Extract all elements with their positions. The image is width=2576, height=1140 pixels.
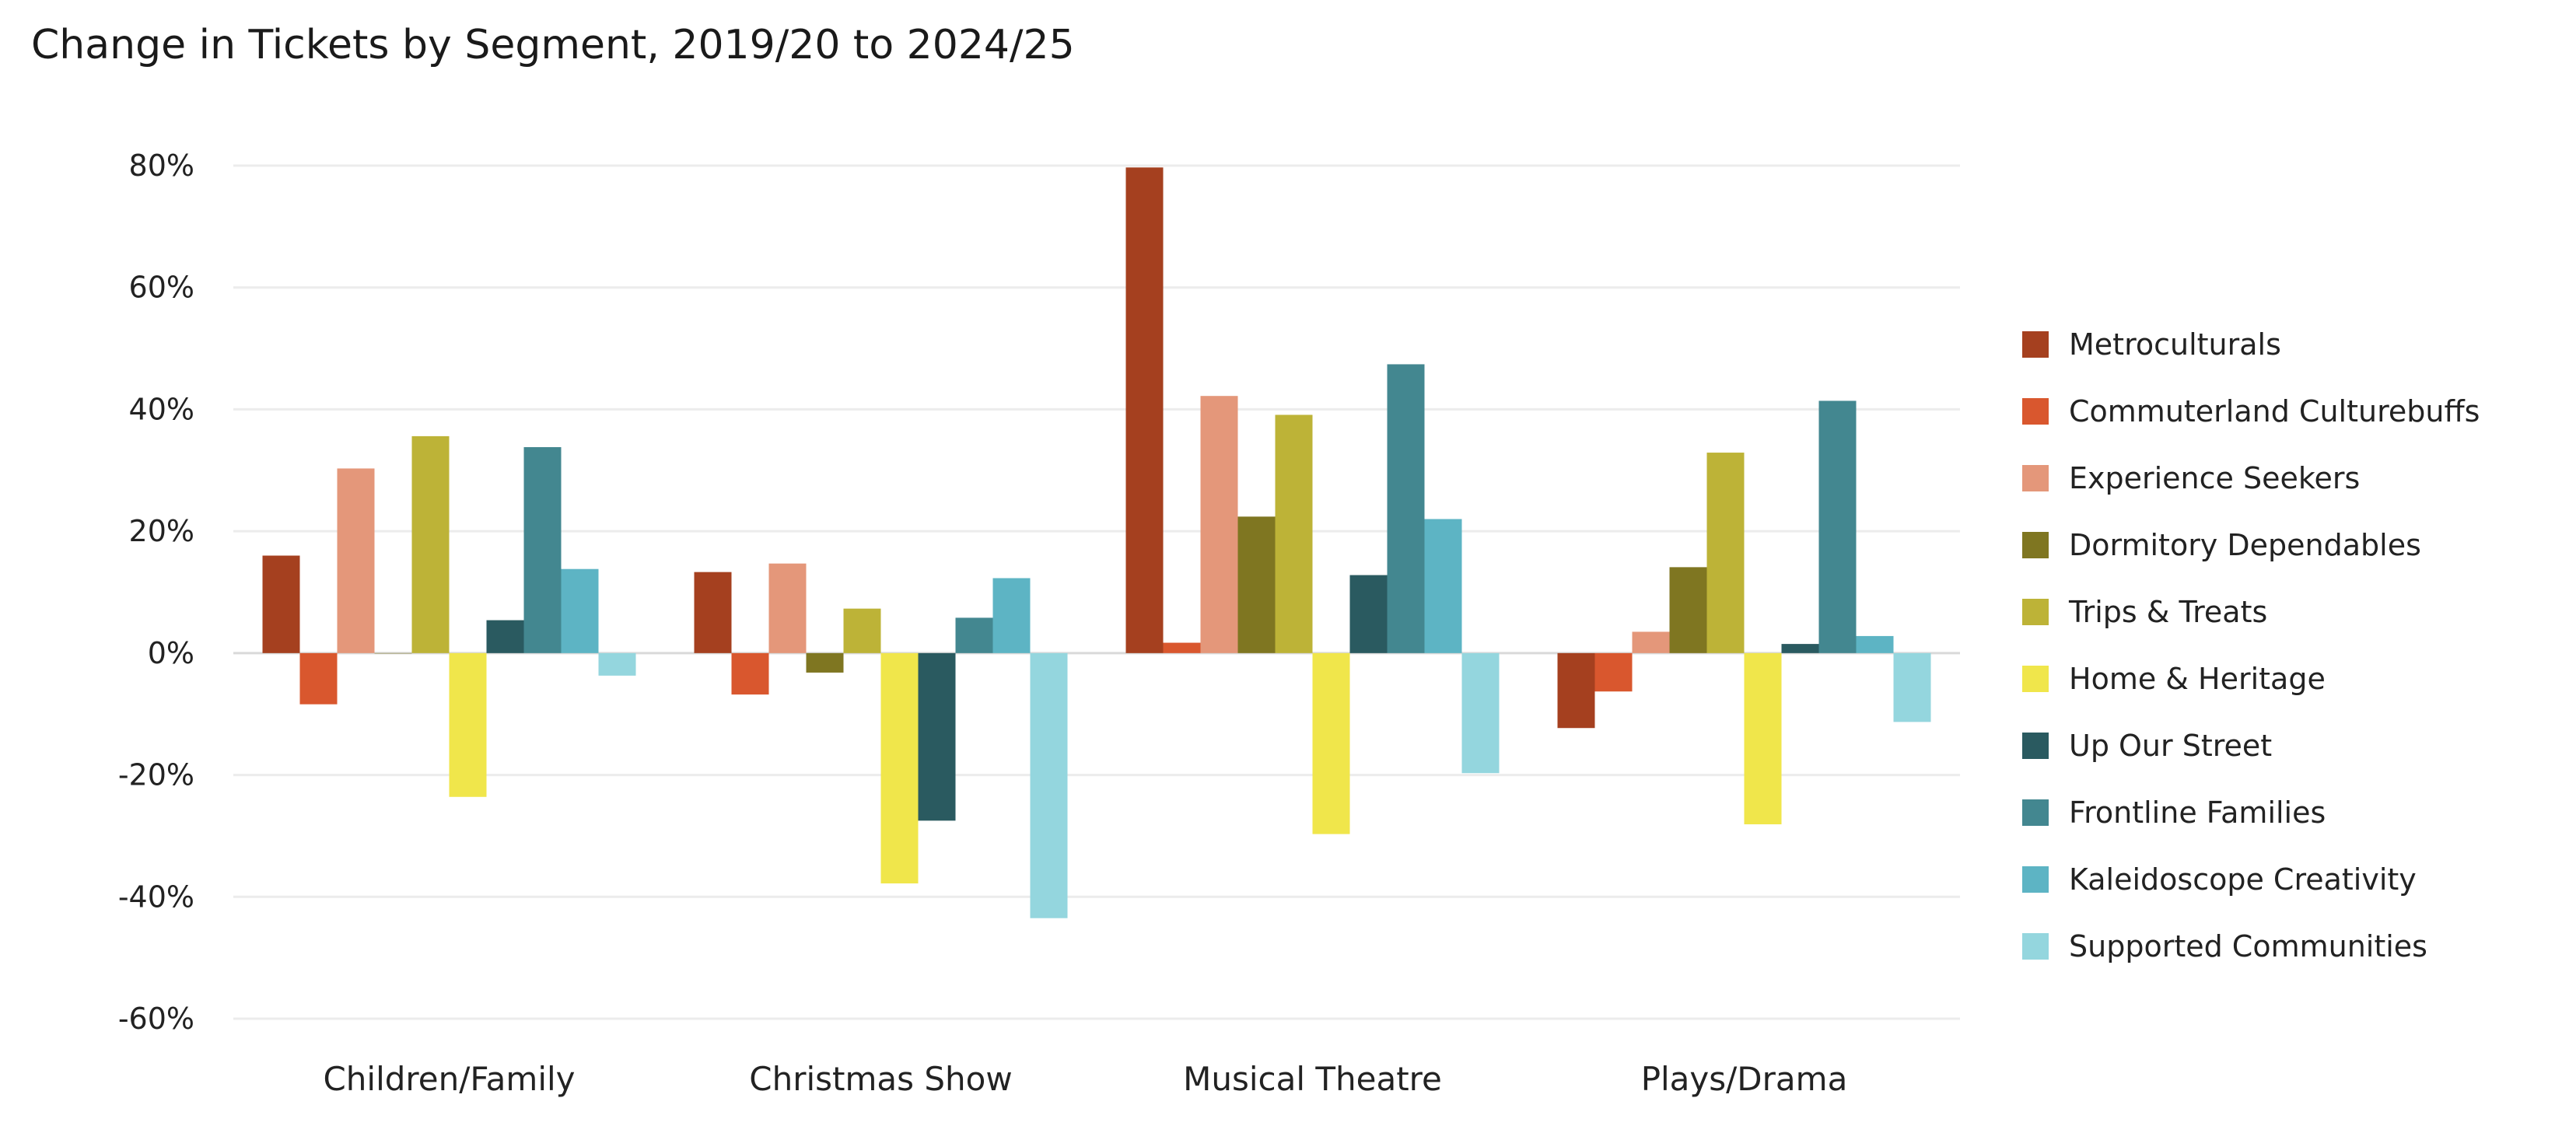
legend-label: Up Our Street xyxy=(2069,729,2272,763)
bar-commuterland-culturebuffs xyxy=(1163,642,1201,653)
bar-kaleidoscope-creativity xyxy=(1424,519,1462,653)
legend-swatch xyxy=(2022,465,2049,491)
legend-swatch xyxy=(2022,733,2049,759)
legend-label: Home & Heritage xyxy=(2069,662,2326,696)
y-tick-label: -40% xyxy=(118,879,194,914)
legend-swatch xyxy=(2022,799,2049,826)
bar-supported-communities xyxy=(1030,652,1068,918)
bar-frontline-families xyxy=(1818,400,1857,653)
legend-label: Trips & Treats xyxy=(2068,595,2267,629)
bar-metroculturals xyxy=(1125,167,1164,653)
legend-swatch xyxy=(2022,599,2049,625)
bar-dormitory-dependables xyxy=(374,652,412,654)
y-tick-label: 80% xyxy=(129,149,194,183)
bar-trips-treats xyxy=(1706,453,1745,653)
x-category-label: Christmas Show xyxy=(749,1060,1012,1098)
legend-label: Commuterland Culturebuffs xyxy=(2069,394,2480,428)
y-tick-label: 0% xyxy=(148,636,194,670)
bar-home-heritage xyxy=(449,652,487,797)
bar-frontline-families xyxy=(523,447,562,653)
bar-commuterland-culturebuffs xyxy=(299,652,338,705)
legend-label: Frontline Families xyxy=(2069,796,2326,830)
bar-experience-seekers xyxy=(1632,631,1670,653)
legend-label: Dormitory Dependables xyxy=(2069,528,2421,562)
bar-commuterland-culturebuffs xyxy=(1594,652,1633,692)
bar-kaleidoscope-creativity xyxy=(992,578,1031,653)
bar-up-our-street xyxy=(486,620,524,653)
bar-frontline-families xyxy=(955,617,993,653)
bar-supported-communities xyxy=(1893,652,1931,722)
y-tick-label: -20% xyxy=(118,758,194,792)
bar-home-heritage xyxy=(1744,652,1782,825)
x-category-label: Children/Family xyxy=(323,1060,575,1098)
legend-label: Supported Communities xyxy=(2069,929,2427,963)
x-category-label: Plays/Drama xyxy=(1641,1060,1848,1098)
legend-swatch xyxy=(2022,866,2049,893)
bar-home-heritage xyxy=(880,652,919,884)
legend-label: Experience Seekers xyxy=(2069,461,2360,495)
bar-metroculturals xyxy=(694,572,732,653)
bar-frontline-families xyxy=(1387,364,1425,653)
bar-experience-seekers xyxy=(337,468,375,653)
legend-swatch xyxy=(2022,666,2049,692)
bar-experience-seekers xyxy=(1200,396,1238,653)
bar-metroculturals xyxy=(262,555,300,653)
bar-dormitory-dependables xyxy=(1669,567,1707,653)
bar-dormitory-dependables xyxy=(1237,516,1276,653)
legend-swatch xyxy=(2022,398,2049,425)
bar-dormitory-dependables xyxy=(806,652,844,673)
bar-trips-treats xyxy=(1275,414,1313,653)
bar-trips-treats xyxy=(411,435,450,653)
bar-up-our-street xyxy=(918,652,956,821)
bar-home-heritage xyxy=(1312,652,1350,834)
bar-up-our-street xyxy=(1781,644,1819,653)
bar-metroculturals xyxy=(1557,652,1595,729)
x-category-label: Musical Theatre xyxy=(1183,1060,1442,1098)
bar-trips-treats xyxy=(843,608,881,653)
bar-up-our-street xyxy=(1349,575,1388,653)
bar-commuterland-culturebuffs xyxy=(731,652,769,695)
legend-swatch xyxy=(2022,933,2049,960)
legend-swatch xyxy=(2022,532,2049,558)
bar-experience-seekers xyxy=(768,563,807,653)
legend-swatch xyxy=(2022,331,2049,358)
bar-kaleidoscope-creativity xyxy=(561,568,599,653)
y-tick-label: 20% xyxy=(129,514,194,548)
y-tick-label: 40% xyxy=(129,392,194,426)
bar-supported-communities xyxy=(1461,652,1500,774)
y-tick-label: 60% xyxy=(129,271,194,305)
chart-title: Change in Tickets by Segment, 2019/20 to… xyxy=(31,22,1075,68)
bar-supported-communities xyxy=(598,652,636,676)
bar-kaleidoscope-creativity xyxy=(1856,635,1894,653)
y-tick-label: -60% xyxy=(118,1002,194,1036)
legend-label: Kaleidoscope Creativity xyxy=(2069,862,2417,897)
legend-label: Metroculturals xyxy=(2069,327,2281,362)
